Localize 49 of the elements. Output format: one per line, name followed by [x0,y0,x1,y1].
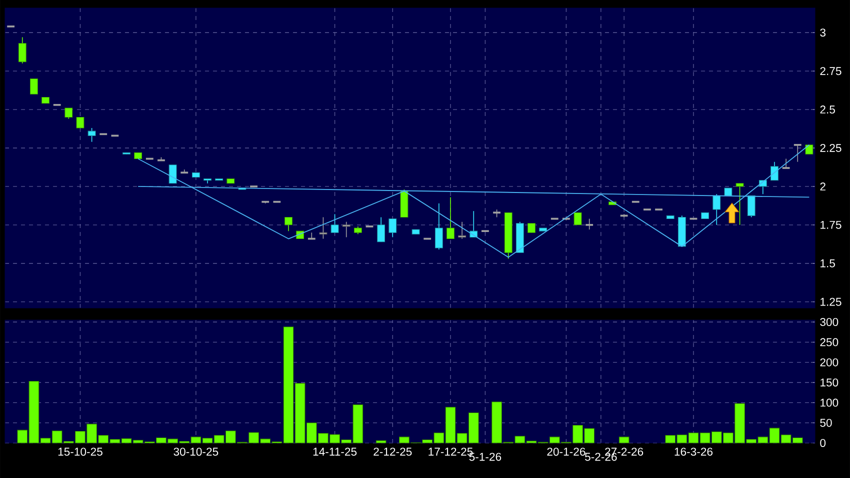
y-tick-label: 2.25 [820,144,842,152]
bar [618,436,630,444]
y-tick-label: 2.75 [820,67,842,76]
candlestick [30,78,38,95]
y-tick-label: 1.25 [820,298,842,306]
candlestick [377,216,386,242]
y-tick-label: 2 [820,182,826,190]
candlestick [388,218,397,238]
candlestick [747,195,756,218]
candlestick [168,164,177,184]
line-series [138,144,810,258]
y-tick-label: 0 [820,438,826,447]
candlestick [330,214,339,233]
candlestick [584,218,594,230]
candlestick [781,158,791,169]
candlestick [342,221,350,238]
candlestick [319,216,328,240]
candlestick [88,128,96,142]
x-tick-label: 16-3-26 [674,448,713,456]
candlestick [770,161,778,181]
x-tick-label: 2-12-25 [374,448,412,456]
candlestick [18,36,26,64]
x-tick-label: 14-11-25 [313,448,357,456]
y-tick-label: 1.75 [820,220,842,229]
y-tick-label: 50 [820,418,832,427]
candlestick [712,194,721,226]
candlestick [64,108,73,120]
candlestick [805,144,814,155]
x-tick-label: 20-1-26 [547,448,586,456]
candlestick [284,216,292,232]
candlestick [736,182,744,226]
candlestick [76,116,84,128]
y-tick-label: 300 [820,318,838,326]
bar [376,440,386,444]
y-tick-label: 3 [820,28,826,37]
candlestick [446,196,454,240]
candlestick [792,144,802,162]
candlestick [574,212,582,226]
candlestick [458,221,466,240]
y-tick-label: 200 [820,358,838,366]
x-tick-label: 15-10-25 [58,448,102,456]
y-tick-label: 2.5 [820,106,835,114]
y-tick-label: 150 [820,378,838,386]
candlestick [528,222,536,233]
y-tick-label: 100 [820,398,838,407]
y-tick-label: 1.5 [820,259,835,268]
candlestick [434,202,443,250]
y-tick-label: 250 [820,338,838,346]
x-tick-label: 30-10-25 [174,448,218,456]
